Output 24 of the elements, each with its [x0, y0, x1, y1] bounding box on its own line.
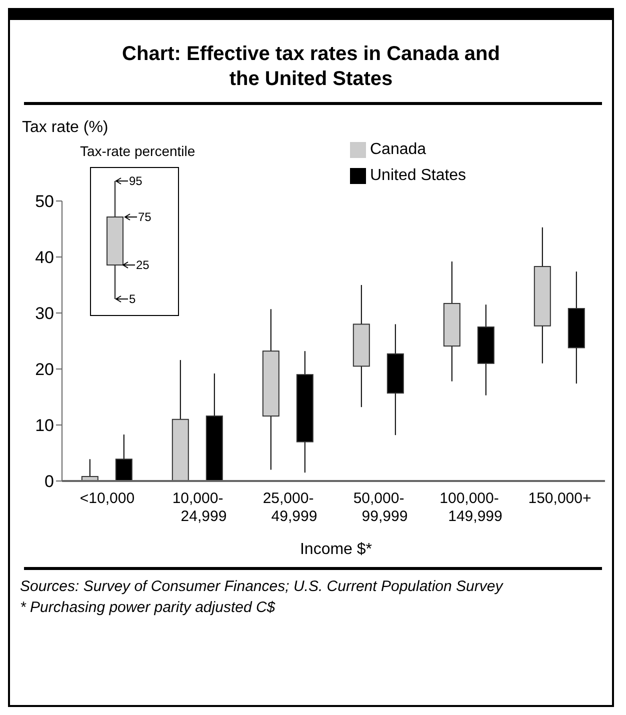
x-tick-label: 100,000-149,999 — [440, 490, 502, 525]
annotation: 75 — [138, 210, 152, 224]
y-tick-label: 50 — [35, 192, 54, 212]
x-tick-label: <10,000 — [80, 490, 135, 507]
y-tick-label: 0 — [44, 472, 54, 492]
x-tick-label: 10,000-24,999 — [172, 490, 227, 525]
x-tick-label: 50,000-99,999 — [353, 490, 408, 525]
text: Tax-rate percentile — [80, 143, 196, 159]
y-axis-title: Tax rate (%) — [22, 119, 110, 137]
chart-title: Chart: Effective tax rates in Canada and the United States — [121, 42, 501, 92]
y-tick-label: 10 — [35, 416, 54, 436]
legend-label: United States — [370, 167, 466, 184]
annotation: 5 — [129, 292, 136, 306]
source-note: Sources: Survey of Consumer Finances; U.S. Current Population Survey — [19, 577, 504, 597]
text: 95 — [129, 174, 142, 188]
x-tick-label: 150,000+ — [528, 490, 592, 507]
legend-label: Canada — [370, 141, 426, 158]
x-axis-title: Income $* — [298, 541, 374, 559]
y-tick-label: 40 — [35, 248, 54, 268]
y-tick-label: 20 — [35, 360, 54, 380]
annotation: 25 — [136, 258, 150, 272]
y-tick-label: 30 — [35, 304, 54, 324]
x-tick-label: 25,000-49,999 — [262, 490, 318, 525]
text: * Purchasing power parity adjusted C$ — [19, 598, 276, 618]
